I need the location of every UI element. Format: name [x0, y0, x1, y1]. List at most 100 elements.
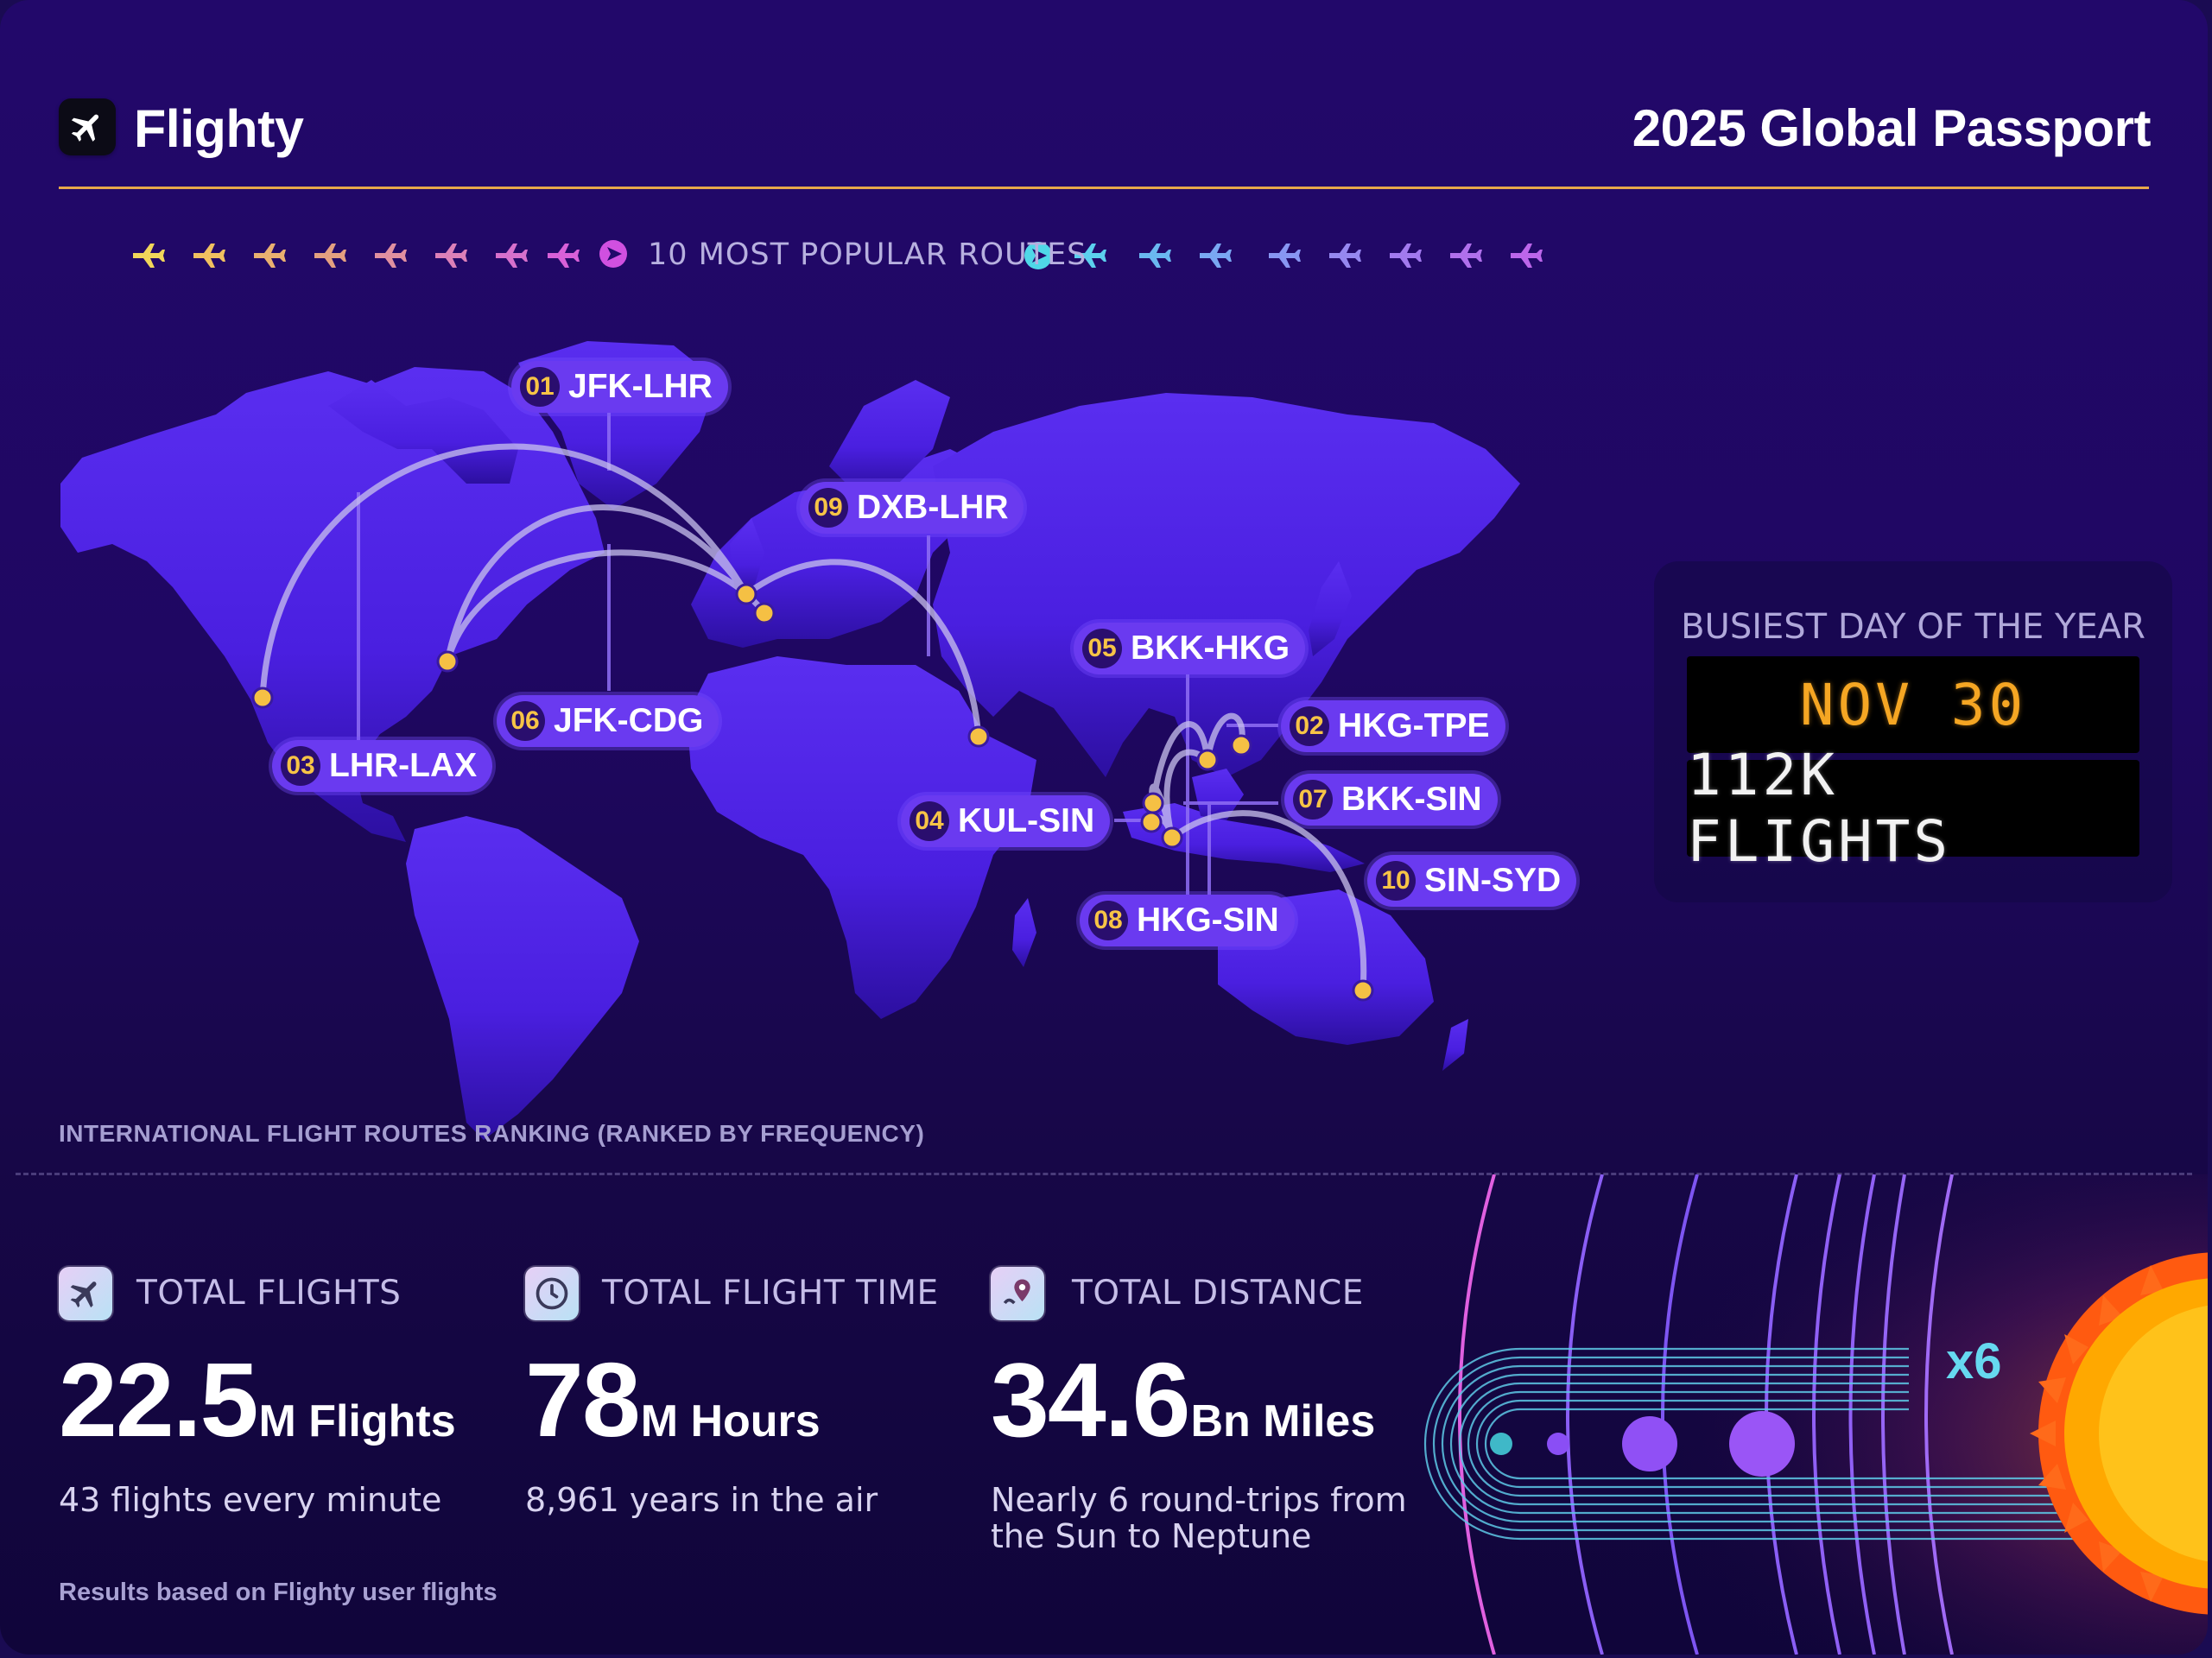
total-distance-sub-2: the Sun to Neptune: [991, 1517, 1312, 1555]
route-pill-10[interactable]: 10 SIN-SYD: [1367, 855, 1577, 907]
busiest-day-label: BUSIEST DAY OF THE YEAR: [1681, 607, 2145, 647]
airport-dot-lax: [251, 687, 274, 709]
orbit-venus: [1881, 1174, 1906, 1655]
section-divider: [16, 1173, 2192, 1175]
airport-dot-hkg: [1196, 749, 1219, 771]
jupiter-planet: [1729, 1411, 1795, 1477]
orbit-mars: [1812, 1174, 1841, 1655]
airport-dot-cdg: [753, 602, 776, 624]
arc-lhr-lax: [259, 443, 750, 701]
airplane-icon: [59, 1267, 112, 1320]
total-flights-sub: 43 flights every minute: [59, 1481, 442, 1519]
multiplier-label: x6: [1946, 1333, 2002, 1389]
route-code: BKK-HKG: [1131, 630, 1290, 667]
route-rank: 02: [1290, 706, 1329, 746]
world-route-map: [60, 341, 1520, 1140]
total-time-number: 78: [525, 1341, 641, 1459]
route-rank: 08: [1088, 901, 1128, 940]
arc-hkg-tpe: [1204, 712, 1245, 763]
canada-arctic: [328, 380, 518, 484]
orbit-uranus: [1566, 1174, 1604, 1655]
airport-dot-tpe: [1230, 734, 1252, 756]
arc-dxb-lhr: [743, 559, 982, 740]
total-distance-number: 34.6: [991, 1341, 1190, 1459]
total-time-value: 78M Hours: [525, 1347, 821, 1452]
sun-icon: [2030, 1252, 2208, 1615]
route-pill-1[interactable]: 01 JFK-LHR: [511, 361, 728, 413]
airport-dots: [251, 583, 1374, 1002]
south-america: [406, 816, 639, 1140]
route-pill-2[interactable]: 02 HKG-TPE: [1281, 700, 1505, 752]
route-rank: 09: [808, 488, 848, 528]
route-rank: 04: [910, 801, 949, 841]
airport-dot-bkk: [1142, 792, 1164, 814]
route-code: HKG-TPE: [1338, 707, 1490, 744]
route-code: HKG-SIN: [1137, 902, 1279, 939]
route-rank: 07: [1293, 780, 1333, 820]
route-code: DXB-LHR: [857, 489, 1009, 526]
arc-jfk-cdg: [444, 549, 768, 665]
route-code: KUL-SIN: [958, 802, 1095, 839]
airport-dot-jfk: [436, 650, 459, 673]
scandinavia: [829, 380, 950, 492]
total-distance-value: 34.6Bn Miles: [991, 1347, 1375, 1452]
neptune-planet: [1490, 1433, 1512, 1455]
asia: [933, 393, 1520, 777]
busiest-day-date: NOV 30: [1687, 656, 2139, 753]
total-time-unit: M Hours: [640, 1396, 821, 1446]
route-rank: 06: [505, 701, 545, 741]
route-pill-6[interactable]: 06 JFK-CDG: [497, 695, 719, 747]
total-distance-label: TOTAL DISTANCE: [1072, 1274, 1364, 1313]
arc-jfk-lhr: [444, 504, 750, 665]
borneo: [1192, 769, 1244, 820]
total-flights-unit: M Flights: [258, 1396, 456, 1446]
route-code: LHR-LAX: [329, 747, 478, 784]
arc-hkg-sin: [1163, 749, 1211, 841]
busiest-day-flights: 112K FLIGHTS: [1687, 742, 2139, 875]
africa: [687, 656, 1036, 1019]
route-pill-8[interactable]: 08 HKG-SIN: [1080, 895, 1295, 946]
total-flights-number: 22.5: [59, 1341, 258, 1459]
indonesia: [1123, 803, 1365, 872]
total-distance-unit: Bn Miles: [1190, 1396, 1376, 1446]
madagascar: [1012, 898, 1036, 967]
total-time-label: TOTAL FLIGHT TIME: [602, 1274, 939, 1313]
route-rank: 05: [1082, 629, 1122, 668]
total-flights-label: TOTAL FLIGHTS: [136, 1274, 402, 1313]
route-code: SIN-SYD: [1424, 862, 1562, 899]
route-pill-9[interactable]: 09 DXB-LHR: [800, 482, 1024, 534]
airport-dot-lhr: [735, 583, 757, 605]
new-zealand: [1442, 1019, 1468, 1071]
uranus-planet: [1547, 1433, 1569, 1455]
route-pill-5[interactable]: 05 BKK-HKG: [1074, 623, 1306, 674]
route-pill-4[interactable]: 04 KUL-SIN: [901, 795, 1111, 847]
routes-section-title: 10 MOST POPULAR ROUTES: [648, 237, 1087, 272]
orbit-mercury: [1924, 1174, 1954, 1655]
orbit-lines: [1458, 1174, 1954, 1655]
arc-bkk-hkg: [1150, 721, 1211, 807]
plane-row-decoration: [133, 240, 1543, 269]
north-america: [60, 367, 605, 842]
map-pin-icon: [991, 1267, 1044, 1320]
route-pill-3[interactable]: 03 LHR-LAX: [272, 740, 493, 792]
route-pill-7[interactable]: 07 BKK-SIN: [1284, 774, 1498, 826]
total-flights-value: 22.5M Flights: [59, 1347, 456, 1452]
japan: [1309, 561, 1352, 656]
total-time-sub: 8,961 years in the air: [525, 1481, 878, 1519]
clock-icon: [525, 1267, 579, 1320]
map-caption: INTERNATIONAL FLIGHT ROUTES RANKING (RAN…: [59, 1120, 925, 1147]
orbit-earth: [1848, 1174, 1876, 1655]
route-code: JFK-CDG: [554, 702, 704, 739]
continents: [60, 341, 1520, 1140]
route-code: JFK-LHR: [568, 368, 713, 405]
app-name: Flighty: [134, 99, 304, 158]
airport-dot-syd: [1352, 979, 1374, 1002]
header-divider: [59, 187, 2149, 189]
route-arcs: [259, 443, 1367, 994]
airport-dot-dxb: [967, 725, 990, 748]
orbit-saturn: [1661, 1174, 1699, 1655]
solar-system-illustration: [1399, 1174, 2208, 1655]
round-trip-lines: [1423, 1347, 2159, 1541]
orbit-neptune: [1458, 1174, 1496, 1655]
